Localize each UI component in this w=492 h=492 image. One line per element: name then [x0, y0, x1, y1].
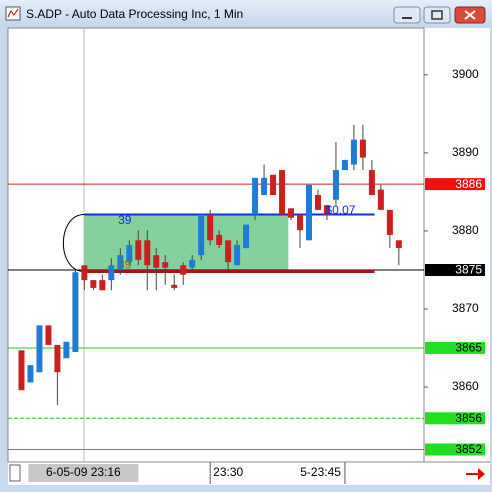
candle-body: [341, 159, 348, 171]
candle-body: [189, 259, 196, 268]
close-glyph: [464, 10, 476, 20]
candle-body: [386, 209, 393, 235]
scroll-box[interactable]: [9, 464, 21, 482]
maximize-glyph: [431, 10, 443, 20]
candle-body: [81, 265, 88, 281]
app-icon-glyph: [7, 8, 19, 18]
candle-body: [279, 170, 286, 215]
candle-body: [144, 240, 151, 266]
level-badge: [425, 443, 485, 456]
candle-body: [153, 255, 160, 268]
y-tick-label: 3900: [452, 67, 479, 81]
candle-body: [288, 208, 295, 218]
candle-body: [36, 325, 43, 373]
candle-body: [135, 240, 142, 260]
window-buttons[interactable]: [393, 6, 486, 24]
level-badge: [425, 412, 485, 425]
candle-body: [108, 265, 115, 281]
y-tick-label: 3890: [452, 145, 479, 159]
candle-body: [216, 234, 223, 245]
candle-body: [234, 245, 241, 266]
candle-body: [63, 341, 70, 359]
x-tick-label: 5-23:45: [300, 465, 341, 479]
candle-body: [261, 177, 268, 196]
candle-body: [18, 350, 25, 391]
candle-body: [99, 280, 106, 291]
candle-body: [377, 189, 384, 210]
candle-body: [332, 170, 339, 200]
candle-body: [225, 240, 232, 263]
annotation: 39: [118, 257, 132, 271]
scroll-right-arrow[interactable]: [466, 468, 485, 480]
candle-body: [27, 365, 34, 383]
x-tick-label: 6-05-09 23:16: [46, 465, 121, 479]
candle-body: [126, 245, 133, 263]
y-tick-label: 3880: [452, 223, 479, 237]
window-title: S.ADP - Auto Data Processing Inc, 1 Min: [26, 7, 243, 21]
candle-body: [45, 325, 52, 345]
candle-body: [171, 284, 178, 288]
level-badge-label: 3852: [455, 442, 482, 456]
candle-body: [54, 344, 61, 373]
candle-body: [198, 214, 205, 256]
candle-body: [323, 205, 330, 215]
level-badge-label: 3886: [455, 177, 482, 191]
level-badge: [425, 342, 485, 355]
candle-body: [359, 139, 366, 158]
zone-rect: [84, 214, 289, 272]
x-tick-label: 23:30: [213, 465, 243, 479]
candle-body: [180, 265, 187, 275]
annotation: 39: [118, 213, 132, 227]
candle-body: [90, 280, 97, 288]
candle-body: [368, 170, 375, 196]
candle-body: [314, 195, 321, 210]
maximize-button[interactable]: [423, 6, 451, 24]
candle-body: [207, 214, 214, 241]
candle-body: [252, 177, 259, 215]
candle-body: [162, 262, 169, 268]
candle-body: [72, 272, 79, 352]
level-badge-label: 3875: [455, 263, 482, 277]
level-badge-label: 3856: [455, 411, 482, 425]
candle-body: [243, 224, 250, 249]
y-tick-label: 3870: [452, 301, 479, 315]
candle-body: [395, 240, 402, 249]
y-tick-label: 3860: [452, 379, 479, 393]
candle-body: [305, 184, 312, 241]
candle-body: [270, 174, 277, 196]
candle-body: [297, 214, 304, 231]
level-badge-label: 3865: [455, 341, 482, 355]
candle-body: [117, 255, 124, 270]
minimize-button[interactable]: [393, 6, 421, 24]
cursor-time-box: [28, 464, 139, 482]
level-badge: [425, 263, 485, 276]
candle-body: [350, 139, 357, 165]
annotation: $0.07: [325, 203, 355, 217]
level-badge: [425, 178, 485, 191]
